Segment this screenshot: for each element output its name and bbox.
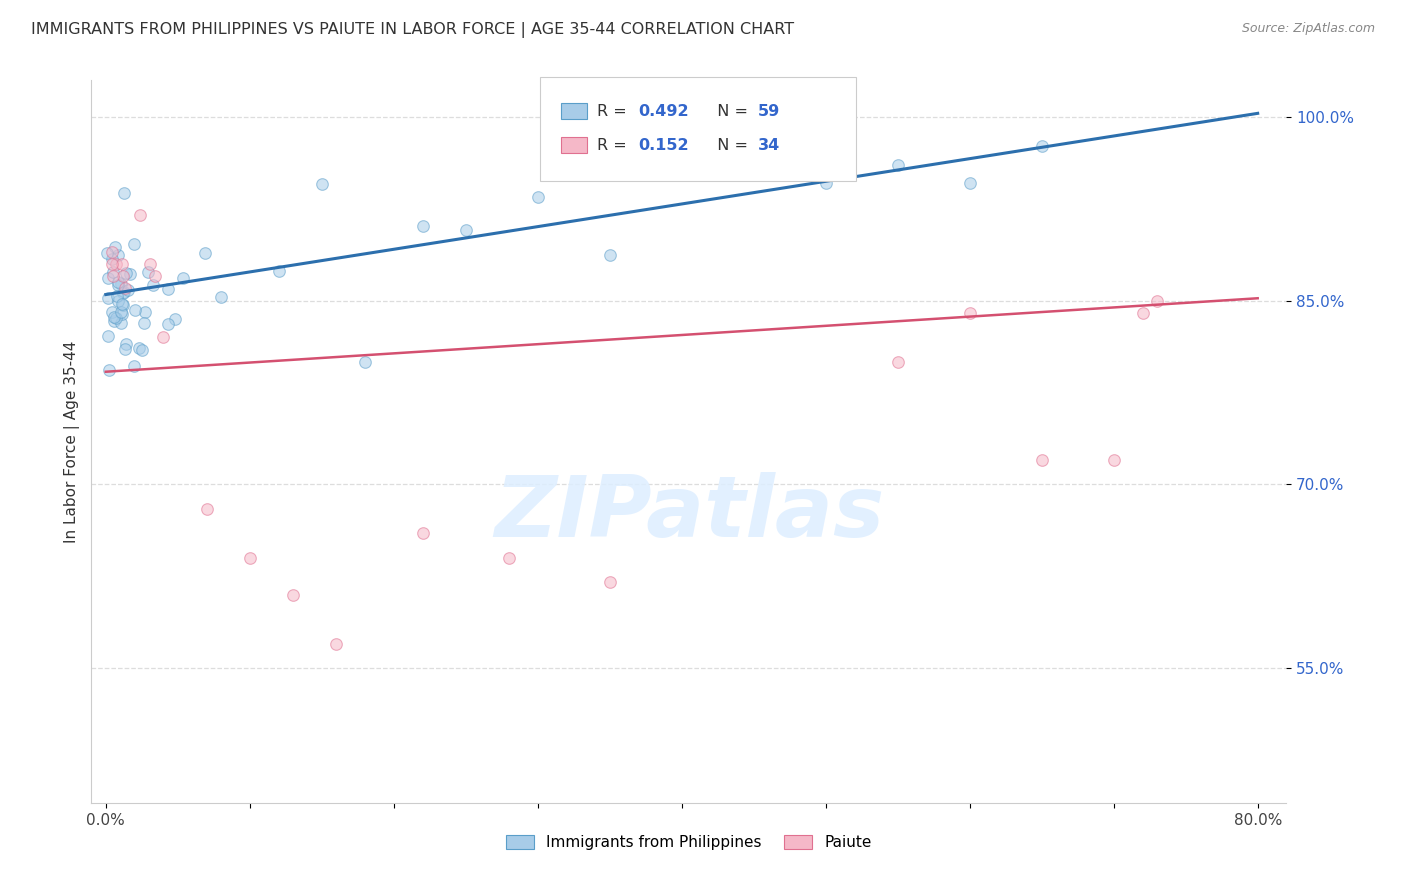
Point (128, 341, 150, 355)
Point (107, 294, 129, 309)
Point (111, 296, 134, 310)
Point (139, 257, 162, 271)
Point (103, 310, 125, 324)
Point (1132, 306, 1154, 320)
Point (131, 343, 153, 358)
Point (111, 307, 134, 321)
Text: 0.152: 0.152 (638, 137, 689, 153)
Point (325, 637, 347, 651)
Point (97, 271, 120, 285)
Point (1146, 293, 1168, 308)
Point (671, 124, 693, 138)
Text: Source: ZipAtlas.com: Source: ZipAtlas.com (1241, 22, 1375, 36)
Point (1102, 453, 1125, 467)
Point (101, 252, 124, 266)
Point (104, 240, 127, 254)
Point (107, 248, 129, 262)
Text: N =: N = (707, 137, 754, 153)
Point (104, 310, 127, 325)
Point (97, 292, 120, 306)
Point (100, 305, 122, 319)
FancyBboxPatch shape (540, 77, 856, 181)
Point (742, 151, 765, 165)
Point (118, 267, 141, 281)
Text: 0.492: 0.492 (638, 103, 689, 119)
Point (498, 550, 520, 565)
Point (454, 223, 477, 237)
Point (105, 289, 128, 303)
Point (886, 157, 908, 171)
Point (101, 269, 124, 284)
Point (124, 359, 146, 373)
Point (129, 208, 152, 222)
Point (114, 337, 136, 351)
Point (239, 550, 262, 565)
Point (209, 289, 232, 303)
Point (281, 588, 304, 602)
Point (98, 363, 121, 377)
Point (412, 219, 434, 234)
Point (134, 305, 156, 319)
Text: R =: R = (598, 103, 631, 119)
Text: N =: N = (707, 103, 754, 119)
Point (111, 257, 134, 271)
Text: ZIPatlas: ZIPatlas (494, 472, 884, 556)
Point (96, 329, 118, 343)
Point (1031, 138, 1053, 153)
Point (194, 246, 217, 260)
Point (110, 277, 132, 291)
Point (354, 355, 377, 369)
Point (101, 264, 124, 278)
Point (112, 269, 135, 284)
Point (107, 278, 129, 293)
Point (599, 247, 621, 261)
Point (101, 257, 124, 271)
Point (114, 281, 136, 295)
Point (100, 244, 122, 259)
Point (156, 318, 179, 332)
Point (886, 355, 908, 369)
Point (173, 270, 195, 285)
Y-axis label: In Labor Force | Age 35-44: In Labor Force | Age 35-44 (65, 341, 80, 542)
Point (112, 186, 135, 201)
Point (117, 283, 139, 297)
Point (112, 286, 135, 301)
Point (132, 316, 155, 330)
Bar (561, 137, 588, 153)
Point (110, 317, 132, 331)
Text: 59: 59 (758, 103, 780, 119)
Point (143, 269, 166, 284)
Text: IMMIGRANTS FROM PHILIPPINES VS PAIUTE IN LABOR FORCE | AGE 35-44 CORRELATION CHA: IMMIGRANTS FROM PHILIPPINES VS PAIUTE IN… (31, 22, 794, 38)
Point (122, 237, 145, 252)
Text: R =: R = (598, 137, 631, 153)
Point (136, 265, 159, 279)
Point (526, 190, 548, 204)
Point (114, 343, 136, 357)
Point (157, 282, 180, 296)
Point (103, 314, 125, 328)
Legend: Immigrants from Philippines, Paiute: Immigrants from Philippines, Paiute (501, 830, 877, 856)
Point (959, 176, 981, 190)
Point (959, 306, 981, 320)
Point (107, 275, 129, 289)
Point (1031, 453, 1053, 467)
Point (412, 526, 434, 541)
Point (195, 502, 218, 516)
Point (115, 266, 138, 280)
Point (165, 312, 187, 326)
Text: 34: 34 (758, 137, 780, 153)
Point (142, 277, 165, 292)
Point (267, 264, 290, 278)
Point (104, 257, 127, 271)
Point (152, 330, 174, 344)
Point (599, 575, 621, 590)
Point (814, 176, 837, 190)
Point (96, 245, 118, 260)
Point (124, 303, 146, 318)
Bar (561, 103, 588, 120)
Point (112, 285, 135, 299)
Point (311, 177, 333, 191)
Point (111, 298, 134, 312)
Point (110, 304, 132, 318)
